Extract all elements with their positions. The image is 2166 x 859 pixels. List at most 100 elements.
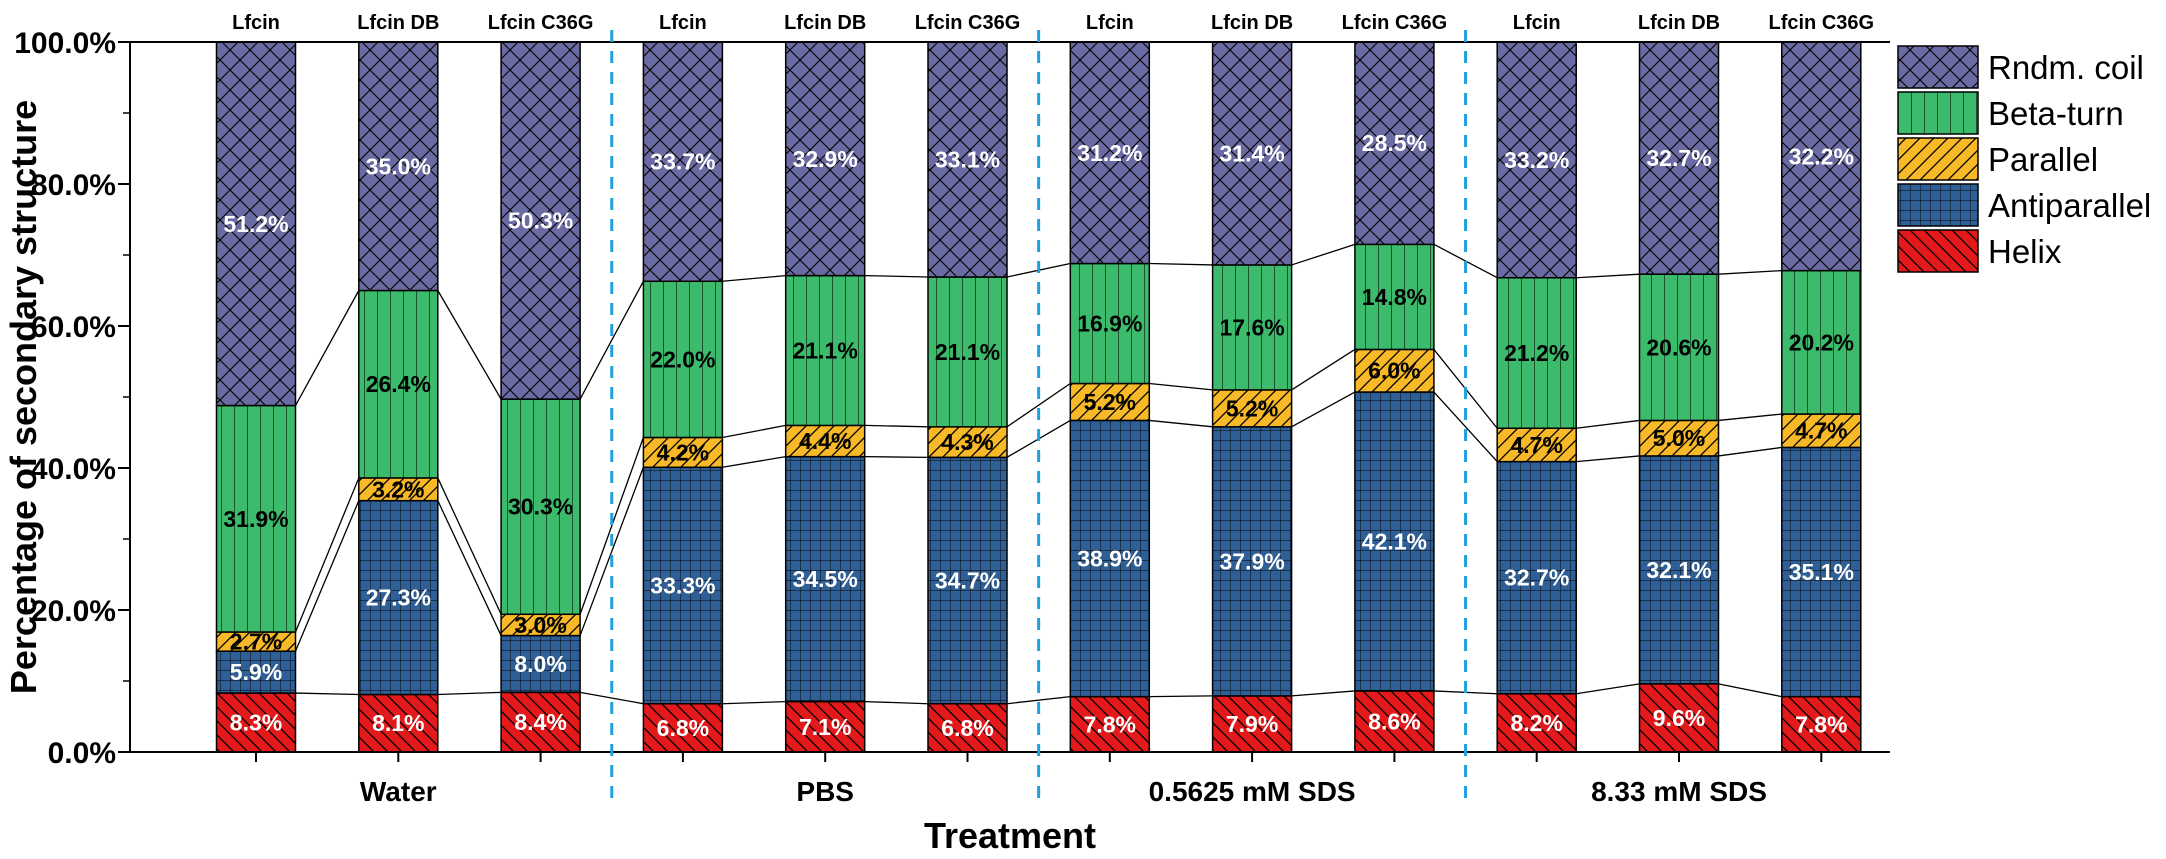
- bar-hatch: [642, 280, 724, 439]
- connector-line: [1718, 413, 1782, 422]
- connector-line: [1576, 455, 1640, 463]
- data-label: 20.6%: [1646, 334, 1711, 360]
- bar-hatch: [1638, 273, 1720, 422]
- data-label: 8.1%: [372, 710, 424, 736]
- bar-hatch: [1354, 41, 1435, 246]
- data-label: 2.7%: [230, 629, 282, 655]
- y-tick-label: 80.0%: [31, 169, 116, 202]
- data-label: 35.0%: [366, 153, 431, 179]
- connector-line: [1291, 243, 1356, 266]
- bar-hatch: [1781, 41, 1862, 272]
- bar-hatch: [784, 424, 866, 458]
- data-label: 32.7%: [1504, 565, 1569, 591]
- bar-hatch: [358, 289, 439, 479]
- connector-line: [437, 477, 502, 615]
- group-label: PBS: [796, 776, 854, 807]
- data-label: 51.2%: [223, 211, 288, 237]
- connector-line: [437, 691, 502, 696]
- bar-hatch: [927, 41, 1008, 278]
- bar-hatch: [927, 702, 1008, 753]
- data-label: 8.2%: [1510, 710, 1562, 736]
- legend-swatch-hatch: [1897, 183, 1979, 227]
- data-label: 32.9%: [793, 146, 858, 172]
- data-label: 33.7%: [650, 149, 715, 175]
- connector-line: [1718, 446, 1782, 457]
- bar-hatch: [1211, 426, 1293, 697]
- data-label: 9.6%: [1653, 705, 1705, 731]
- legend-label: Parallel: [1988, 141, 2098, 178]
- data-label: 37.9%: [1219, 548, 1284, 574]
- connector-line: [1149, 382, 1213, 391]
- data-label: 21.2%: [1504, 340, 1569, 366]
- legend-label: Beta-turn: [1988, 95, 2124, 132]
- data-label: 26.4%: [366, 371, 431, 397]
- bar-hatch: [1781, 269, 1862, 415]
- bar-hatch: [500, 691, 581, 753]
- y-tick-label: 40.0%: [31, 453, 116, 486]
- bar-hatch: [784, 41, 866, 277]
- bar-hatch: [1211, 389, 1293, 428]
- connector-line: [1149, 419, 1213, 428]
- data-label: 5.2%: [1226, 395, 1278, 421]
- connector-line: [294, 290, 360, 406]
- bar-category-label: Lfcin DB: [1638, 12, 1720, 34]
- data-label: 28.5%: [1362, 130, 1427, 156]
- data-label: 6.0%: [1368, 358, 1420, 384]
- data-label: 21.1%: [935, 339, 1000, 365]
- bar-hatch: [1496, 427, 1577, 463]
- legend-swatch-hatch: [1897, 137, 1979, 181]
- data-label: 4.7%: [1510, 432, 1562, 458]
- bar-hatch: [358, 693, 439, 753]
- y-tick-label: 0.0%: [48, 737, 116, 770]
- data-label: 42.1%: [1362, 528, 1427, 554]
- connector-line: [437, 500, 502, 636]
- bar-hatch: [500, 41, 581, 400]
- bar-hatch: [784, 274, 866, 427]
- legend-label: Antiparallel: [1988, 187, 2151, 224]
- connector-line: [864, 700, 929, 705]
- y-tick-label: 100.0%: [14, 27, 116, 60]
- connector-line: [294, 477, 360, 633]
- data-label: 7.1%: [799, 714, 851, 740]
- legend-swatch-hatch: [1897, 229, 1979, 273]
- data-label: 50.3%: [508, 208, 573, 234]
- bar-hatch: [500, 398, 581, 616]
- connector-line: [579, 437, 645, 615]
- bar-hatch: [1638, 683, 1720, 753]
- bar-category-label: Lfcin: [659, 12, 707, 34]
- data-label: 33.1%: [935, 147, 1000, 173]
- bar-category-label: Lfcin: [1513, 12, 1561, 34]
- bar-hatch: [1069, 419, 1151, 698]
- bar-hatch: [1211, 695, 1293, 753]
- connector-line: [864, 424, 929, 428]
- group-label: 8.33 mM SDS: [1591, 776, 1767, 807]
- data-label: 3.2%: [372, 476, 424, 502]
- bar-category-label: Lfcin DB: [1211, 12, 1293, 34]
- group-label: Water: [360, 776, 437, 807]
- bar-hatch: [358, 41, 439, 292]
- data-label: 8.4%: [514, 709, 566, 735]
- connector-line: [1576, 419, 1640, 429]
- bar-hatch: [642, 466, 724, 705]
- data-label: 16.9%: [1077, 311, 1142, 337]
- legend-swatch-hatch: [1897, 45, 1979, 89]
- connector-line: [1291, 690, 1355, 697]
- bar-category-label: Lfcin DB: [357, 12, 439, 34]
- bar-hatch: [1354, 348, 1435, 393]
- data-label: 20.2%: [1789, 329, 1854, 355]
- bar-category-label: Lfcin C36G: [915, 12, 1021, 34]
- data-label: 8.3%: [230, 710, 282, 736]
- bar-hatch: [1638, 419, 1720, 457]
- bar-hatch: [784, 455, 866, 703]
- data-label: 4.4%: [799, 428, 851, 454]
- data-label: 27.3%: [366, 585, 431, 611]
- bar-hatch: [1069, 382, 1151, 422]
- legend-label: Helix: [1988, 233, 2062, 270]
- data-label: 5.0%: [1653, 425, 1705, 451]
- data-label: 32.7%: [1646, 145, 1711, 171]
- connector-line: [1006, 695, 1071, 705]
- data-label: 31.9%: [223, 506, 288, 532]
- connector-line: [864, 455, 929, 458]
- bar-category-label: Lfcin: [1086, 12, 1134, 34]
